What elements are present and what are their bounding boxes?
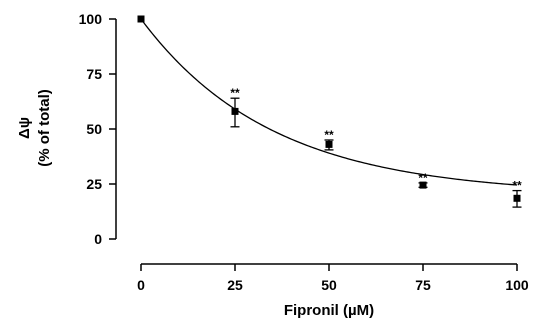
error-bars [230, 97, 522, 208]
significance-annotations: ** ** ** ** [230, 86, 522, 192]
data-point [231, 107, 239, 115]
x-ticks: 0 25 50 75 100 [137, 264, 529, 293]
significance-mark: ** [230, 86, 240, 100]
data-point [325, 140, 333, 148]
x-tick-label: 25 [227, 277, 243, 293]
y-tick-label: 75 [86, 66, 102, 82]
x-tick-label: 100 [505, 277, 529, 293]
x-axis-title: Fipronil (µM) [284, 302, 374, 319]
y-tick-label: 25 [86, 176, 102, 192]
fit-curve [140, 18, 518, 186]
axes [115, 19, 517, 265]
y-axis-title-line1: Δψ [16, 117, 33, 139]
x-tick-label: 0 [137, 277, 145, 293]
data-point [513, 194, 521, 202]
data-point [419, 181, 427, 189]
significance-mark: ** [512, 179, 522, 193]
y-tick-label: 0 [94, 231, 102, 247]
data-markers [137, 15, 521, 202]
y-axis-title: Δψ (% of total) [16, 89, 53, 166]
significance-mark: ** [418, 171, 428, 185]
x-tick-label: 50 [321, 277, 337, 293]
significance-mark: ** [324, 128, 334, 142]
y-ticks: 0 25 50 75 100 [79, 11, 116, 247]
y-tick-label: 100 [79, 11, 103, 27]
data-point [137, 15, 145, 23]
y-axis-title-line2: (% of total) [36, 89, 53, 166]
x-tick-label: 75 [415, 277, 431, 293]
y-tick-label: 50 [86, 121, 102, 137]
